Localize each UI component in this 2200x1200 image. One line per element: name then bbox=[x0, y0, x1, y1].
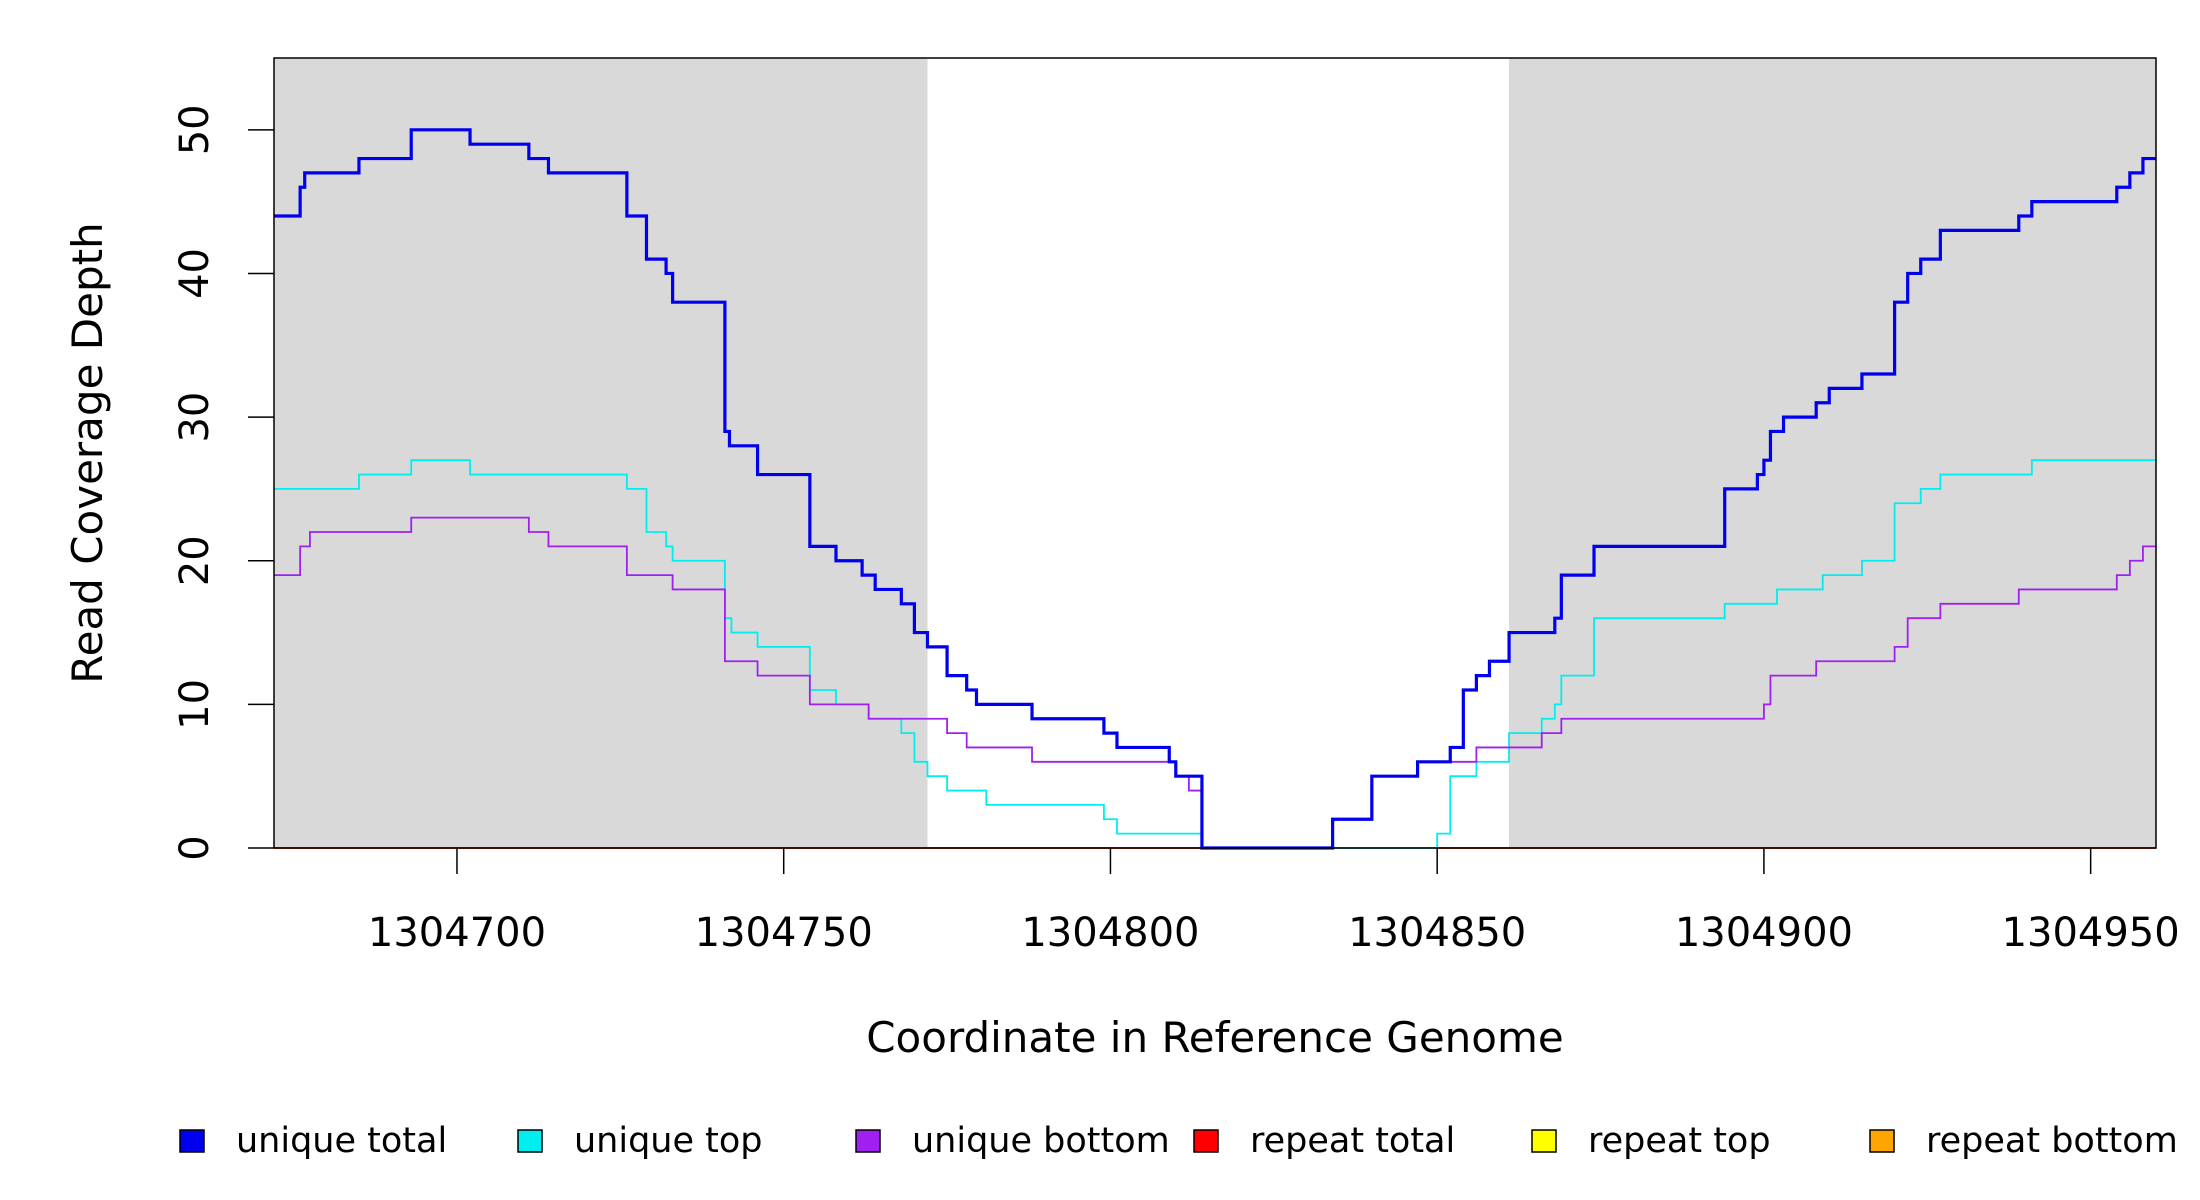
x-tick-label: 1304900 bbox=[1675, 910, 1853, 956]
legend-swatch-repeat-top bbox=[1531, 1129, 1557, 1153]
legend-swatch-unique-top bbox=[517, 1129, 543, 1153]
legend-swatch-unique-total bbox=[179, 1129, 205, 1153]
series-line-unique-total bbox=[274, 128, 2156, 850]
x-tick-label: 1304800 bbox=[1021, 910, 1199, 956]
y-tick-label: 10 bbox=[172, 679, 218, 730]
legend-label: unique total bbox=[236, 1121, 447, 1161]
y-tick-label: 50 bbox=[172, 104, 218, 155]
legend-label: unique bottom bbox=[912, 1121, 1170, 1161]
shaded-region-2 bbox=[1509, 58, 2156, 848]
x-tick-label: 1304850 bbox=[1348, 910, 1526, 956]
x-axis: 1304700 1304750 1304800 1304850 1304900 13049… bbox=[368, 848, 2180, 956]
y-tick-label: 40 bbox=[172, 248, 218, 299]
legend: unique total unique top unique bottom repea… bbox=[179, 1121, 2178, 1161]
y-axis: 0 10 20 30 40 50 bbox=[172, 104, 274, 861]
legend-swatch-repeat-total bbox=[1193, 1129, 1219, 1153]
legend-label: repeat top bbox=[1588, 1121, 1771, 1161]
plot-frame bbox=[273, 57, 2157, 849]
x-tick-label: 1304950 bbox=[2002, 910, 2180, 956]
x-tick-label: 1304750 bbox=[695, 910, 873, 956]
legend-label: unique top bbox=[574, 1121, 763, 1161]
y-tick-label: 20 bbox=[172, 535, 218, 586]
legend-label: repeat bottom bbox=[1926, 1121, 2178, 1161]
legend-swatch-repeat-bottom bbox=[1869, 1129, 1895, 1153]
legend-label: repeat total bbox=[1250, 1121, 1455, 1161]
y-tick-label: 0 bbox=[172, 835, 218, 860]
shaded-region-1 bbox=[274, 58, 928, 848]
y-axis-title: Read Coverage Depth bbox=[63, 222, 112, 683]
legend-swatch-unique-bottom bbox=[855, 1129, 881, 1153]
shaded-regions bbox=[274, 58, 2156, 848]
x-axis-title: Coordinate in Reference Genome bbox=[866, 1013, 1564, 1062]
x-tick-label: 1304700 bbox=[368, 910, 546, 956]
series-line-unique-top bbox=[274, 459, 2156, 849]
y-tick-label: 30 bbox=[172, 392, 218, 443]
